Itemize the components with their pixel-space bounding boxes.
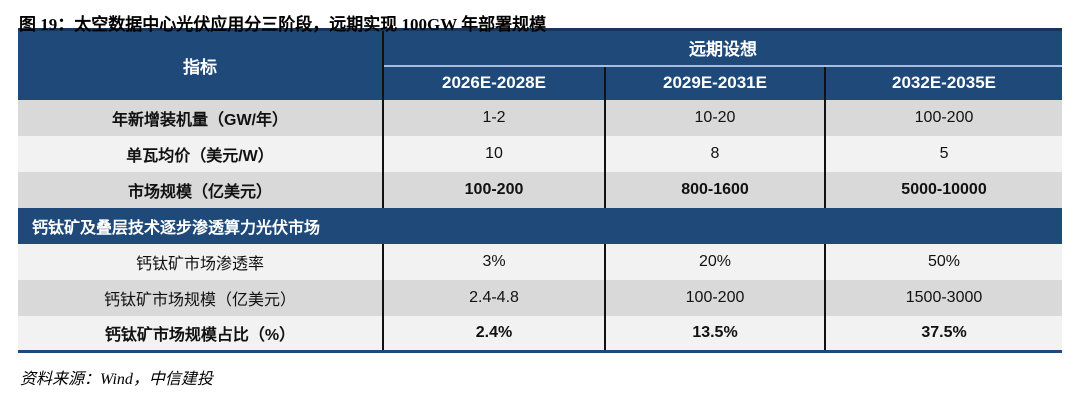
- cell-value: 37.5%: [823, 315, 1063, 352]
- source-note: 资料来源：Wind，中信建投: [20, 371, 213, 388]
- table-row: 年新增装机量（GW/年） 1-2 10-20 100-200: [18, 99, 1063, 136]
- cell-value: 2.4-4.8: [382, 279, 605, 316]
- cell-value: 100-200: [604, 279, 825, 316]
- section-header-row: 钙钛矿及叠层技术逐步渗透算力光伏市场: [18, 207, 1063, 244]
- cell-value: 10-20: [604, 99, 825, 136]
- cell-value: 50%: [823, 243, 1063, 280]
- section-header: 钙钛矿及叠层技术逐步渗透算力光伏市场: [18, 207, 1063, 244]
- cell-value: 10: [382, 135, 605, 172]
- table-row: 钙钛矿市场渗透率 3% 20% 50%: [18, 243, 1063, 280]
- corner-header: 指标: [18, 29, 384, 100]
- cell-value: 800-1600: [604, 171, 825, 208]
- group-header: 远期设想: [383, 29, 1063, 67]
- cell-value: 1500-3000: [823, 279, 1063, 316]
- row-label: 钙钛矿市场规模占比（%）: [18, 315, 383, 352]
- row-label: 钙钛矿市场渗透率: [18, 243, 383, 280]
- cell-value: 20%: [604, 243, 825, 280]
- cell-value: 100-200: [823, 99, 1063, 136]
- cell-value: 2.4%: [382, 315, 605, 352]
- cell-value: 13.5%: [604, 315, 825, 352]
- figure-title: 图 19：太空数据中心光伏应用分三阶段，远期实现 100GW 年部署规模: [19, 15, 547, 34]
- column-header-1: 2026E-2028E: [383, 65, 605, 100]
- table-row: 钙钛矿市场规模占比（%） 2.4% 13.5% 37.5%: [18, 315, 1063, 352]
- cell-value: 3%: [382, 243, 605, 280]
- table-row: 市场规模（亿美元） 100-200 800-1600 5000-10000: [18, 171, 1063, 208]
- header-row-years: 2026E-2028E 2029E-2031E 2032E-2035E: [18, 65, 1063, 100]
- cell-value: 1-2: [382, 99, 605, 136]
- cell-value: 5: [823, 135, 1063, 172]
- row-label: 市场规模（亿美元）: [18, 171, 383, 208]
- column-header-2: 2029E-2031E: [604, 65, 825, 100]
- column-header-3: 2032E-2035E: [823, 65, 1063, 100]
- data-table: 指标 远期设想 2026E-2028E 2029E-2031E 2032E-20…: [18, 28, 1063, 353]
- table-row: 单瓦均价（美元/W） 10 8 5: [18, 135, 1063, 172]
- header-row-group: 指标 远期设想: [18, 29, 1063, 100]
- cell-value: 100-200: [382, 171, 605, 208]
- row-label: 年新增装机量（GW/年）: [18, 99, 383, 136]
- row-label: 单瓦均价（美元/W）: [18, 135, 383, 172]
- cell-value: 5000-10000: [823, 171, 1063, 208]
- cell-value: 8: [604, 135, 825, 172]
- row-label: 钙钛矿市场规模（亿美元）: [18, 279, 383, 316]
- table-row: 钙钛矿市场规模（亿美元） 2.4-4.8 100-200 1500-3000: [18, 279, 1063, 316]
